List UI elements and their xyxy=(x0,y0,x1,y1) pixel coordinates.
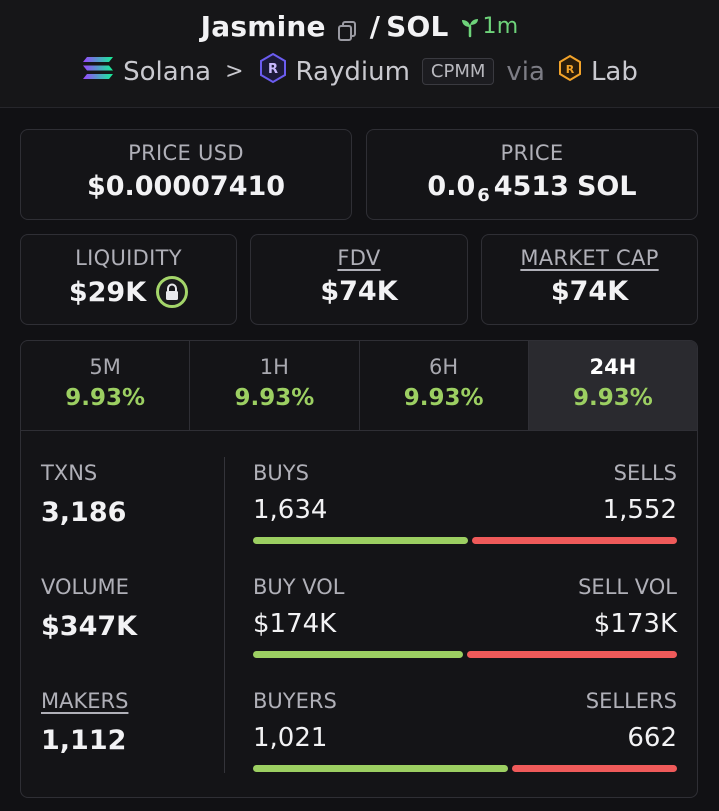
buys-bar-segment xyxy=(253,537,469,544)
liquidity-value: $29K xyxy=(68,276,147,308)
buyers-bar-segment xyxy=(253,765,508,772)
market-cap-label[interactable]: MARKET CAP xyxy=(520,246,659,270)
market-cap-value: $74K xyxy=(550,276,629,307)
sprout-icon xyxy=(461,18,478,37)
makers-value: 1,112 xyxy=(41,725,127,756)
sell-vol-value: $173K xyxy=(593,609,677,639)
column-divider xyxy=(224,457,225,773)
price-native-card: PRICE 0.0 6 4513 SOL xyxy=(366,129,698,220)
txns-label: TXNS xyxy=(41,461,98,485)
makers-label[interactable]: MAKERS xyxy=(41,689,129,713)
quote-token: SOL xyxy=(386,10,449,43)
txns-value: 3,186 xyxy=(41,497,127,528)
pair-header: Jasmine / SOL 1m xyxy=(0,0,719,108)
via-label: via xyxy=(506,56,545,87)
chevron-right-icon: > xyxy=(225,59,244,84)
buys-label: BUYS xyxy=(253,461,309,485)
tab-label: 5M xyxy=(89,355,121,379)
buy-vol-label: BUY VOL xyxy=(253,575,345,599)
tab-label: 1H xyxy=(259,355,289,379)
price-native-label: PRICE xyxy=(500,141,564,165)
price-native-prefix: 0.0 xyxy=(427,171,476,202)
tab-5m[interactable]: 5M 9.93% xyxy=(21,341,191,430)
fdv-card: FDV $74K xyxy=(250,234,468,325)
pair-separator: / xyxy=(369,10,381,43)
price-usd-card: PRICE USD $0.00007410 xyxy=(20,129,352,220)
copy-icon[interactable] xyxy=(336,16,358,41)
price-native-value: 0.0 6 4513 SOL xyxy=(367,171,697,206)
price-native-digits: 4513 xyxy=(493,171,569,202)
sells-bar-segment xyxy=(472,537,677,544)
timeframe-tabs: 5M 9.93% 1H 9.93% 6H 9.93% 24H 9.93% xyxy=(21,341,697,431)
transactions-panel: 5M 9.93% 1H 9.93% 6H 9.93% 24H 9.93% TXN… xyxy=(20,340,698,798)
volume-stat: VOLUME $347K xyxy=(41,575,137,642)
pair-age: 1m xyxy=(459,14,519,39)
raydium-icon: R xyxy=(258,52,288,91)
buy-sell-volume-ratio: BUY VOL SELL VOL $174K $173K xyxy=(253,575,677,658)
sell-vol-label: SELL VOL xyxy=(578,575,677,599)
buyers-value: 1,021 xyxy=(253,723,328,753)
liquidity-card: LIQUIDITY $29K xyxy=(20,234,237,325)
dex-link[interactable]: Raydium xyxy=(295,56,410,87)
buys-sells-ratio: BUYS SELLS 1,634 1,552 xyxy=(253,461,677,544)
sellers-label: SELLERS xyxy=(585,689,677,713)
sellers-value: 662 xyxy=(627,723,677,753)
buy-sell-volume-bar xyxy=(253,651,677,658)
buyers-label: BUYERS xyxy=(253,689,337,713)
tab-label: 24H xyxy=(589,355,637,379)
price-native-unit: SOL xyxy=(576,171,637,202)
sellers-bar-segment xyxy=(511,765,677,772)
buyers-sellers-bar xyxy=(253,765,677,772)
pair-age-value: 1m xyxy=(482,14,519,39)
volume-label: VOLUME xyxy=(41,575,129,599)
tab-6h[interactable]: 6H 9.93% xyxy=(360,341,529,430)
pair-title: Jasmine / SOL 1m xyxy=(0,10,719,43)
svg-text:R: R xyxy=(566,63,575,76)
tab-label: 6H xyxy=(429,355,459,379)
sell-vol-bar-segment xyxy=(467,651,677,658)
tab-1h[interactable]: 1H 9.93% xyxy=(190,341,360,430)
liquidity-value-row: $29K xyxy=(21,276,236,308)
buy-vol-bar-segment xyxy=(253,651,464,658)
lock-icon[interactable] xyxy=(156,276,189,308)
buys-sells-bar xyxy=(253,537,677,544)
sells-value: 1,552 xyxy=(602,495,677,525)
volume-value: $347K xyxy=(41,611,138,642)
buys-value: 1,634 xyxy=(253,495,328,525)
tab-change: 9.93% xyxy=(65,385,146,411)
buyers-sellers-ratio: BUYERS SELLERS 1,021 662 xyxy=(253,689,677,772)
tab-change: 9.93% xyxy=(234,385,315,411)
chain-link[interactable]: Solana xyxy=(123,56,212,87)
makers-stat: MAKERS 1,112 xyxy=(41,689,128,756)
price-usd-value: $0.00007410 xyxy=(86,171,286,202)
price-native-zero-count: 6 xyxy=(477,185,490,206)
price-usd-label: PRICE USD xyxy=(128,141,244,165)
sells-label: SELLS xyxy=(613,461,677,485)
fdv-value: $74K xyxy=(320,276,398,307)
pair-route: Solana > R Raydium CPMM via R Lab xyxy=(0,52,719,91)
pool-type-badge: CPMM xyxy=(421,58,495,85)
txns-stat: TXNS 3,186 xyxy=(41,461,126,528)
market-cap-card: MARKET CAP $74K xyxy=(481,234,698,325)
tab-24h[interactable]: 24H 9.93% xyxy=(528,341,697,430)
token-name: Jasmine xyxy=(200,10,326,43)
liquidity-label: LIQUIDITY xyxy=(75,246,182,270)
launchpad-icon: R xyxy=(557,54,583,89)
tab-change: 9.93% xyxy=(403,385,484,411)
fdv-label[interactable]: FDV xyxy=(337,246,381,270)
tab-change: 9.93% xyxy=(572,385,653,411)
buy-vol-value: $174K xyxy=(253,609,337,639)
solana-icon xyxy=(81,55,115,88)
launchpad-link[interactable]: Lab xyxy=(590,56,638,87)
svg-text:R: R xyxy=(268,62,278,77)
